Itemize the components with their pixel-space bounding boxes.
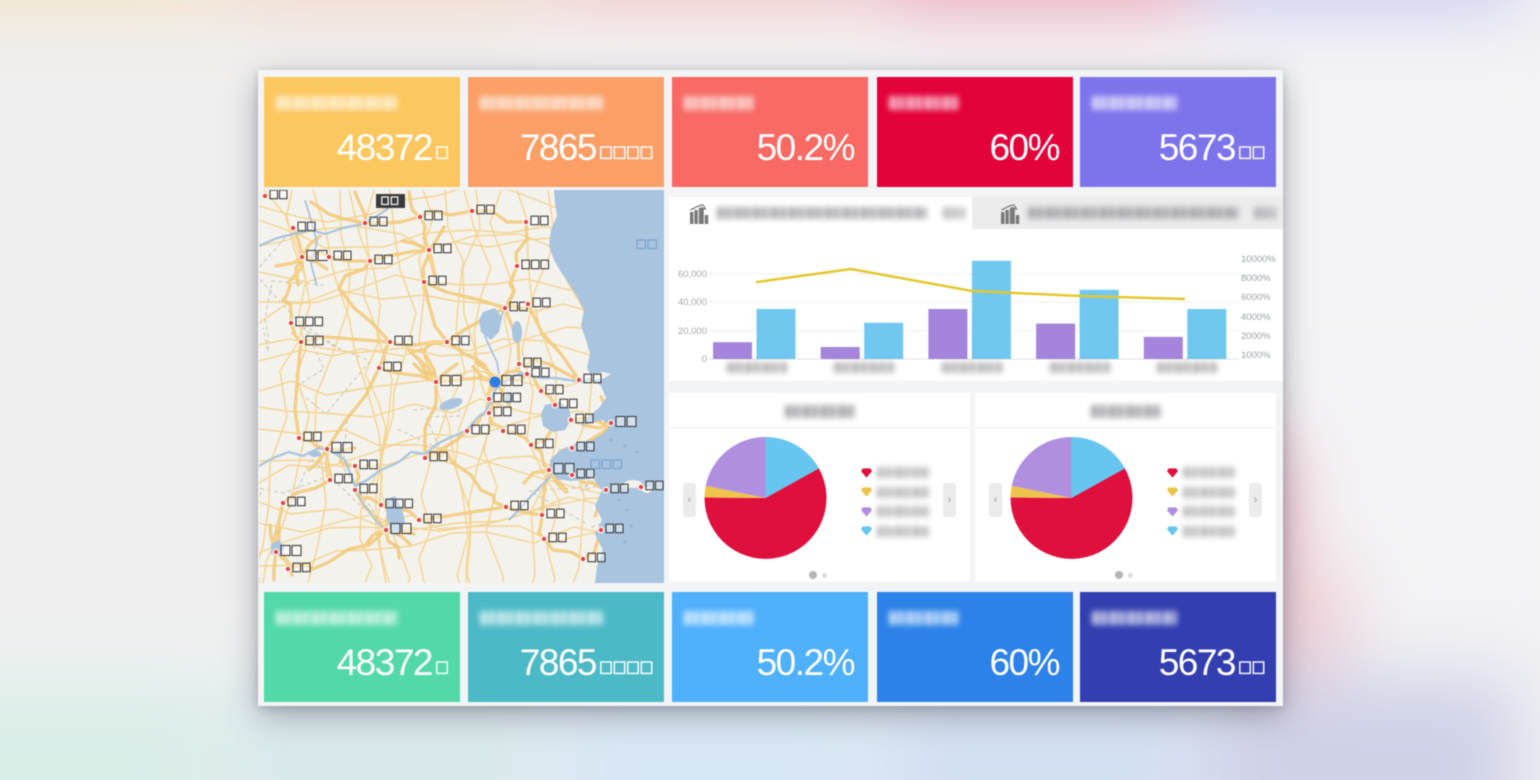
svg-text:0: 0	[702, 354, 707, 365]
svg-text:1000%: 1000%	[1241, 350, 1271, 361]
svg-text:10000%: 10000%	[1241, 254, 1276, 265]
svg-text:2000%: 2000%	[1241, 331, 1271, 342]
svg-text:6000%: 6000%	[1241, 292, 1271, 303]
svg-text:60,000: 60,000	[678, 269, 707, 280]
svg-text:40,000: 40,000	[678, 297, 707, 308]
svg-text:20,000: 20,000	[678, 326, 707, 337]
svg-text:4000%: 4000%	[1241, 312, 1271, 323]
svg-text:8000%: 8000%	[1241, 273, 1271, 284]
